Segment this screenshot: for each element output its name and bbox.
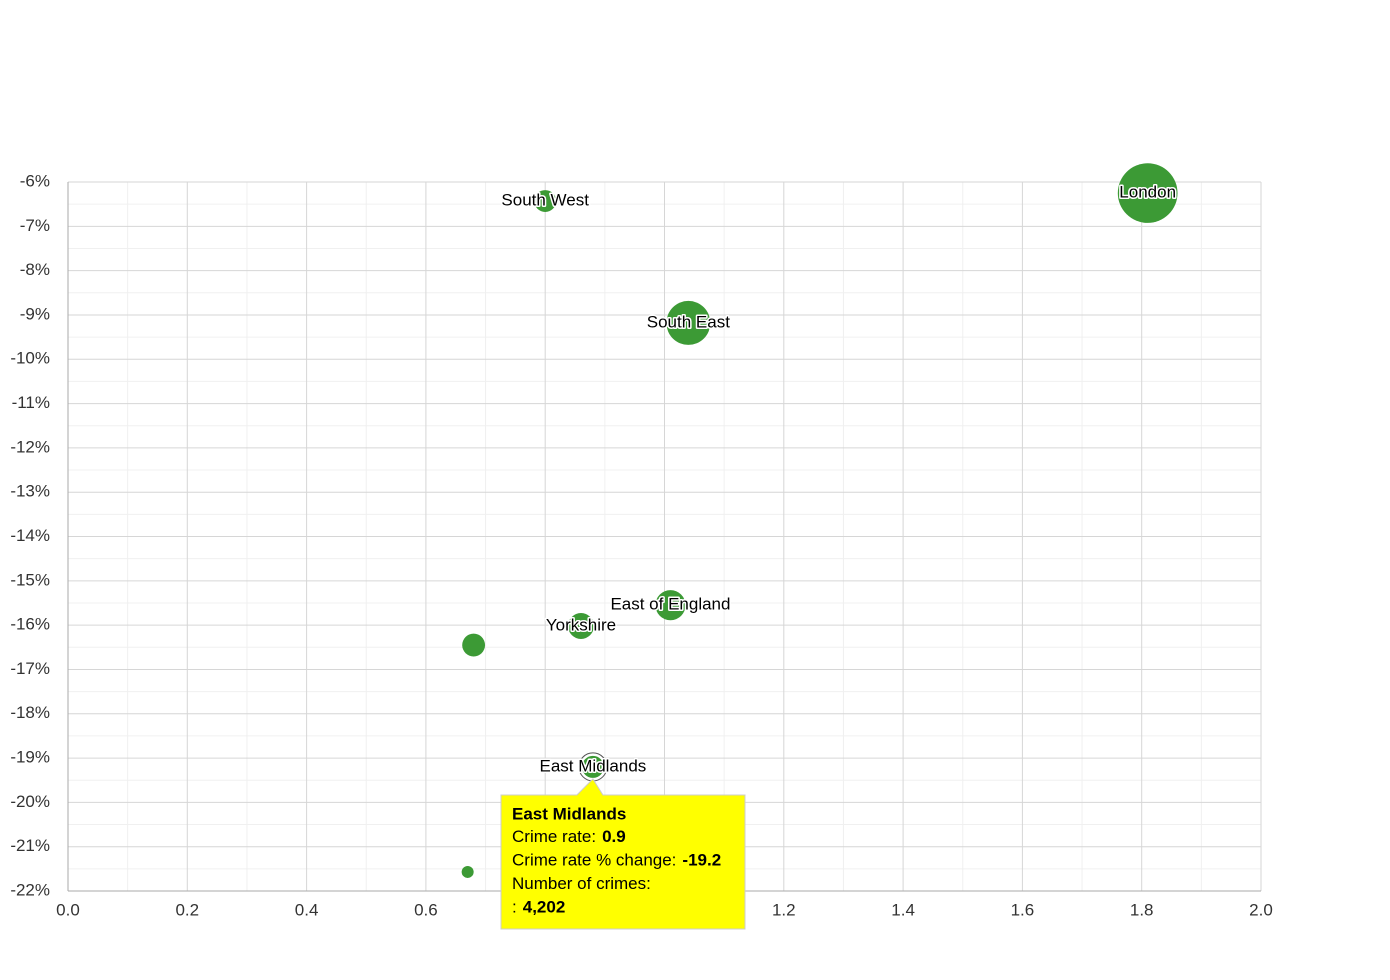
tooltip-label: Crime rate % change: [512,851,676,870]
tooltip-value: 4,202 [523,898,566,917]
y-tick-label: -11% [12,393,50,412]
tooltip-title: East Midlands [512,804,626,823]
x-tick-label: 0.2 [175,900,199,919]
y-tick-label: -10% [10,349,50,368]
bubble-label: East Midlands [540,756,647,775]
tooltip-line: Number of crimes: [512,874,651,893]
y-tick-label: -14% [10,526,50,545]
y-tick-label: -8% [20,260,50,279]
bubble [655,590,686,621]
tooltip-line: :4,202 [512,898,565,917]
x-tick-label: 0.0 [56,900,80,919]
y-tick-label: -20% [10,792,50,811]
x-tick-label: 1.6 [1011,900,1035,919]
bubble-label: London [1119,183,1176,202]
y-tick-label: -22% [10,880,50,899]
y-tick-label: -18% [10,703,50,722]
bubble [568,613,594,639]
y-tick-label: -16% [10,615,50,634]
x-tick-label: 1.4 [891,900,915,919]
x-tick-label: 0.4 [295,900,319,919]
x-tick-label: 1.8 [1130,900,1154,919]
bubble-label: South East [647,312,730,331]
tooltip: East Midlands Crime rate: 0.9 Crime rate % … [500,778,746,930]
y-tick-label: -19% [10,748,50,767]
y-tick-label: -7% [20,216,50,235]
tooltip-label: : [512,898,517,917]
bubble [462,633,486,657]
tooltip-value: -19.2 [682,851,721,870]
bubble [534,190,557,213]
y-tick-label: -13% [10,482,50,501]
bubble-label: Yorkshire [546,615,616,634]
tooltip-box [500,778,746,930]
bubble [666,300,711,345]
bubble-label: East of England [610,595,730,614]
bubble [461,865,474,878]
bubble [1117,163,1178,223]
tooltip-line: Crime rate: 0.9 [512,827,626,846]
y-tick-label: -12% [10,437,50,456]
y-tick-label: -9% [20,304,50,323]
x-tick-label: 2.0 [1249,900,1273,919]
tooltip-label: Number of crimes: [512,874,651,893]
y-tick-label: -21% [10,836,50,855]
y-tick-label: -17% [10,659,50,678]
tooltip-line: Crime rate % change: -19.2 [512,851,721,870]
y-tick-label: -15% [10,570,50,589]
tooltip-value: 0.9 [602,827,626,846]
bubbles [461,163,1178,878]
x-tick-label: 0.6 [414,900,438,919]
tooltip-label: Crime rate: [512,827,596,846]
labels: South West London South East East of Englan… [500,181,1178,777]
y-tick-label: -6% [20,171,50,190]
x-tick-label: 1.2 [772,900,796,919]
bubble-label: South West [501,191,589,210]
